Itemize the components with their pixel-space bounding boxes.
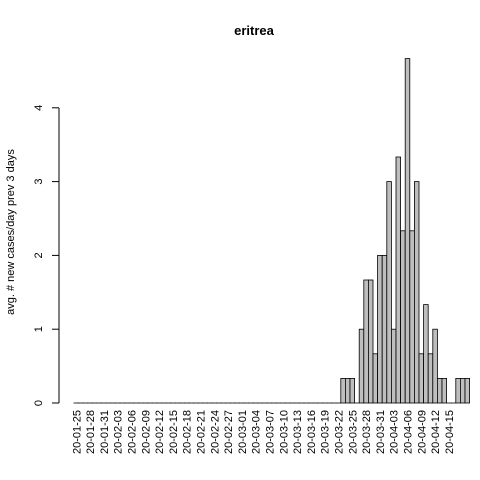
chart-title: eritrea	[234, 23, 275, 38]
x-tick-label: 20-04-06	[403, 410, 415, 454]
bar	[395, 156, 401, 404]
x-tick-label: 20-03-16	[306, 410, 318, 454]
y-tick-label: 4	[33, 105, 45, 111]
x-tick-label: 20-04-03	[389, 410, 401, 454]
bar	[381, 254, 388, 404]
bar	[404, 58, 411, 404]
x-tick-labels: 20-01-25 20-01-28 20-01-31 20-02-03 20-02-06…	[71, 410, 456, 454]
bar	[432, 328, 438, 404]
y-tick-label: 2	[33, 252, 45, 258]
bar	[427, 353, 434, 404]
x-tick-label: 20-02-21	[196, 410, 208, 454]
x-tick-label: 20-02-27	[223, 410, 235, 454]
x-tick-label: 20-01-28	[85, 410, 97, 454]
x-tick-label: 20-04-12	[430, 410, 442, 454]
x-tick-label: 20-02-03	[113, 410, 125, 454]
bar	[413, 181, 420, 404]
bar	[363, 279, 369, 404]
x-tick-label: 20-03-13	[292, 410, 304, 454]
bar	[455, 378, 461, 404]
bar	[464, 378, 470, 404]
x-tick-label: 20-02-15	[168, 410, 180, 454]
x-tick-label: 20-01-31	[99, 410, 111, 454]
x-tick-label: 20-02-12	[154, 410, 166, 454]
x-tick-label: 20-03-10	[278, 410, 290, 454]
y-axis-label: avg. # new cases/day prev 3 days	[5, 149, 17, 315]
x-tick-label: 20-04-09	[416, 410, 428, 454]
y-tick-label: 3	[33, 179, 45, 185]
bar	[390, 328, 397, 404]
bar	[400, 230, 406, 404]
bar	[441, 378, 447, 404]
bar	[423, 304, 429, 404]
bar	[418, 353, 424, 404]
x-tick-label: 20-03-22	[334, 410, 346, 454]
bar	[340, 378, 346, 404]
bar	[344, 378, 351, 404]
bar	[377, 254, 383, 404]
x-tick-label: 20-03-31	[375, 410, 387, 454]
y-tick-label: 1	[33, 326, 45, 332]
bar	[349, 378, 355, 404]
bar	[409, 230, 415, 404]
bar	[386, 181, 392, 404]
bar	[358, 328, 365, 404]
x-tick-label: 20-02-06	[127, 410, 139, 454]
x-tick-label: 20-02-09	[140, 410, 152, 454]
bars	[73, 58, 470, 404]
bar	[372, 353, 378, 404]
x-tick-label: 20-04-15	[444, 410, 456, 454]
x-tick-label: 20-03-25	[347, 410, 359, 454]
x-tick-label: 20-03-01	[237, 410, 249, 454]
y-ticks: 0 1 2 3 4	[33, 105, 59, 406]
x-tick-label: 20-03-04	[251, 410, 263, 454]
x-tick-label: 20-02-18	[182, 410, 194, 454]
bar	[367, 279, 374, 404]
y-tick-label: 0	[33, 400, 45, 406]
bar	[436, 378, 443, 404]
x-tick-label: 20-02-24	[209, 410, 221, 454]
bar	[459, 378, 466, 404]
x-tick-label: 20-03-07	[265, 410, 277, 454]
x-tick-label: 20-01-25	[71, 410, 83, 454]
x-tick-label: 20-03-19	[320, 410, 332, 454]
x-tick-label: 20-03-28	[361, 410, 373, 454]
